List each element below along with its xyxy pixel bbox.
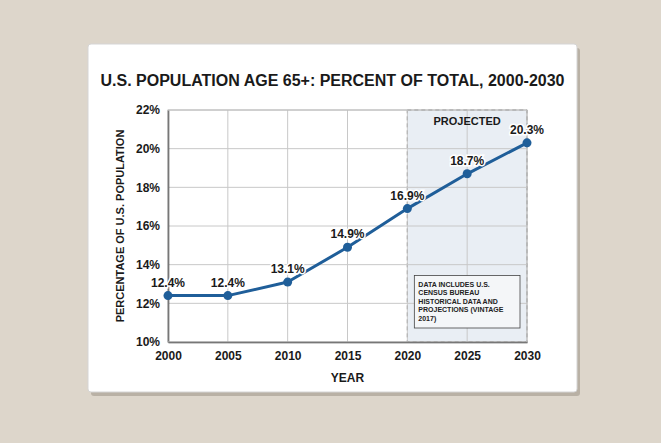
chart-title: U.S. POPULATION AGE 65+: PERCENT OF TOTA… (101, 72, 565, 89)
x-axis-title: YEAR (331, 371, 365, 385)
x-tick-label: 2005 (215, 349, 242, 363)
y-axis-title: PERCENTAGE OF U.S. POPULATION (114, 130, 126, 323)
x-tick-label: 2000 (155, 349, 182, 363)
data-point (403, 204, 412, 213)
data-label: 12.4% (151, 276, 185, 290)
x-tick: 2030 (514, 342, 541, 363)
y-tick-label: 16% (136, 219, 160, 233)
grid-line-x (407, 110, 408, 342)
note-box (414, 276, 520, 329)
projected-label: PROJECTED (434, 115, 501, 127)
y-tick: 16% (136, 219, 168, 233)
y-tick: 10% (136, 335, 168, 349)
y-tick-label: 10% (136, 335, 160, 349)
data-label: 14.9% (330, 227, 364, 241)
data-label: 16.9% (390, 189, 424, 203)
grid (168, 110, 527, 342)
y-tick: 12% (136, 297, 168, 311)
data-point (463, 169, 472, 178)
data-point (343, 243, 352, 252)
y-tick-label: 14% (136, 258, 160, 272)
y-tick-label: 20% (136, 142, 160, 156)
x-tick-label: 2025 (454, 349, 481, 363)
x-tick-label: 2020 (394, 349, 421, 363)
data-line (168, 143, 527, 296)
data-labels: 12.4% 12.4% 13.1% 14.9% 16.9% 18.7% 20.3% (151, 123, 544, 290)
x-tick: 2015 (335, 342, 362, 363)
grid-line-x (287, 110, 288, 342)
note-line: PROJECTIONS (VINTAGE (418, 306, 503, 314)
x-tick-label: 2030 (514, 349, 541, 363)
grid-line-x (227, 110, 228, 342)
marks (164, 138, 532, 300)
y-tick: 20% (136, 142, 168, 156)
plot-frame (168, 110, 527, 342)
card (88, 44, 577, 392)
data-label: 12.4% (211, 276, 245, 290)
data-point (223, 291, 232, 300)
data-point (283, 278, 292, 287)
note-line: 2017) (418, 315, 436, 323)
x-tick: 2010 (275, 342, 302, 363)
x-axis: 2000 2005 2010 2015 2020 2025 2030 (155, 342, 541, 363)
y-tick-label: 12% (136, 297, 160, 311)
x-tick: 2025 (454, 342, 481, 363)
y-tick-label: 22% (136, 103, 160, 117)
data-point (164, 291, 173, 300)
note-line: HISTORICAL DATA AND (418, 298, 497, 305)
y-axis: 10% 12% 14% 16% 18% 20% 22% (136, 103, 169, 349)
note: DATA INCLUDES U.S.CENSUS BUREAU HISTORICA… (414, 276, 520, 329)
x-tick-label: 2010 (275, 349, 302, 363)
x-tick: 2020 (394, 342, 421, 363)
data-point (523, 138, 532, 147)
grid-line-x (347, 110, 348, 342)
data-label: 20.3% (510, 123, 544, 137)
chart-svg: 2000 2005 2010 2015 2020 2025 2030 10% 12% 14% 16%… (0, 0, 661, 443)
data-label: 13.1% (271, 262, 305, 276)
note-line: DATA INCLUDES U.S. (418, 281, 489, 288)
x-tick-label: 2015 (335, 349, 362, 363)
x-tick: 2005 (215, 342, 242, 363)
y-tick: 14% (136, 258, 168, 272)
data-label: 18.7% (450, 154, 484, 168)
y-tick: 22% (136, 103, 168, 117)
y-tick-label: 18% (136, 181, 160, 195)
note-text: DATA INCLUDES U.S.CENSUS BUREAU HISTORICA… (418, 281, 503, 323)
note-line: CENSUS BUREAU (418, 289, 479, 296)
y-tick: 18% (136, 181, 168, 195)
